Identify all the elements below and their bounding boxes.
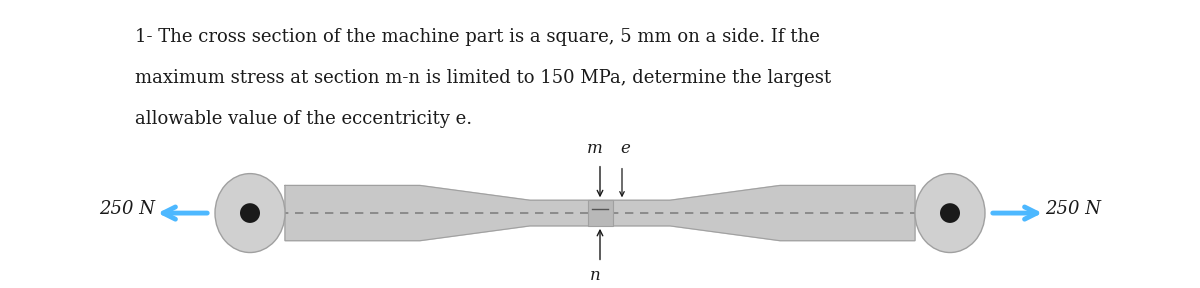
Text: n: n	[589, 267, 600, 284]
Ellipse shape	[916, 174, 985, 253]
Text: maximum stress at section m-n is limited to 150 MPa, determine the largest: maximum stress at section m-n is limited…	[134, 69, 832, 87]
Ellipse shape	[215, 174, 286, 253]
Text: 1- The cross section of the machine part is a square, 5 mm on a side. If the: 1- The cross section of the machine part…	[134, 28, 820, 46]
Bar	[588, 200, 612, 226]
Text: 250 N: 250 N	[98, 200, 155, 218]
Text: 250 N: 250 N	[1045, 200, 1102, 218]
Text: e: e	[620, 140, 630, 157]
Polygon shape	[286, 185, 916, 241]
Text: allowable value of the eccentricity e.: allowable value of the eccentricity e.	[134, 111, 472, 128]
Circle shape	[240, 203, 260, 223]
Text: m: m	[587, 140, 602, 157]
Circle shape	[940, 203, 960, 223]
